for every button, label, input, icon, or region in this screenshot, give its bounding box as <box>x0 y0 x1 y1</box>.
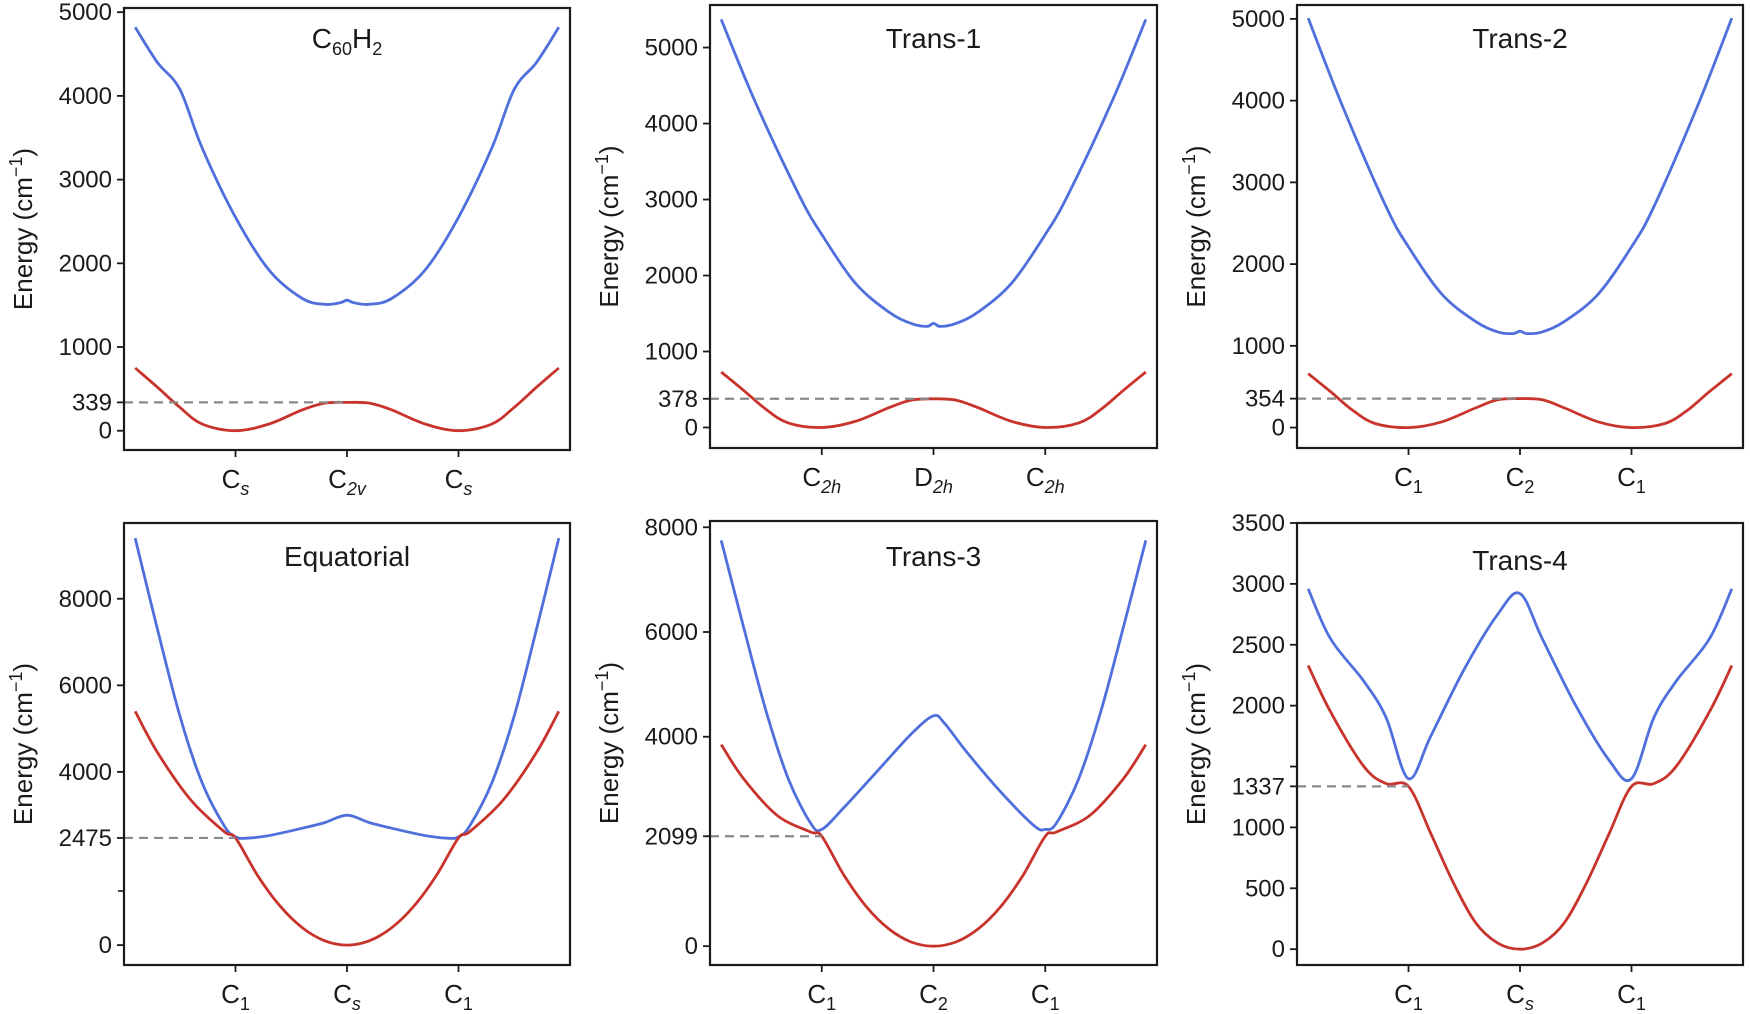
y-axis-label-2: Energy (cm−1) <box>592 145 624 307</box>
ytick-label-1: 4000 <box>59 83 112 110</box>
panel-4: 0 2475 4000 6000 8000 C1 Cs C1 Energy (cm−1) Equa… <box>6 521 572 1014</box>
plot-frame-3 <box>1295 3 1745 450</box>
ytick-label-2: 1000 <box>645 338 698 365</box>
ytick-label-2: 5000 <box>645 35 698 62</box>
ytick-label-2: 0 <box>685 414 698 441</box>
upper-curve-3 <box>1306 17 1734 336</box>
ytick-label-1: 1000 <box>59 334 112 361</box>
plot-frame-6 <box>1295 521 1745 967</box>
upper-curve-6 <box>1306 588 1734 782</box>
ytick-label-2: 3000 <box>645 187 698 214</box>
xtick-label-4: C1 <box>444 979 473 1014</box>
ytick-label-6: 500 <box>1245 875 1285 902</box>
panel-title-6: Trans-4 <box>1472 545 1567 576</box>
ytick-label-4: 6000 <box>59 672 112 699</box>
panel-title-1: C60H2 <box>312 23 383 59</box>
ytick-label-4: 2475 <box>59 825 112 852</box>
ytick-label-1: 3000 <box>59 167 112 194</box>
xtick-label-6: Cs <box>1506 979 1534 1014</box>
ytick-label-3: 5000 <box>1232 6 1285 33</box>
ytick-label-3: 4000 <box>1232 88 1285 115</box>
panel-title-5: Trans-3 <box>886 541 981 572</box>
xtick-label-2: D2h <box>914 462 953 497</box>
ytick-label-6: 0 <box>1272 936 1285 963</box>
y-axis-label-1: Energy (cm−1) <box>6 148 38 310</box>
ytick-label-2: 4000 <box>645 111 698 138</box>
ytick-label-5: 6000 <box>645 619 698 646</box>
ytick-label-3: 354 <box>1245 386 1285 413</box>
xtick-label-1: Cs <box>445 464 473 499</box>
ytick-label-1: 339 <box>72 389 112 416</box>
panel-title-2: Trans-1 <box>886 23 981 54</box>
lower-curve-3 <box>1307 372 1733 430</box>
upper-curve-2 <box>719 18 1148 328</box>
xtick-label-1: Cs <box>222 464 250 499</box>
xtick-label-2: C2h <box>1026 462 1065 497</box>
ytick-label-1: 2000 <box>59 250 112 277</box>
lower-curve-2 <box>720 370 1147 429</box>
ytick-label-6: 3000 <box>1232 571 1285 598</box>
panel-title-4: Equatorial <box>284 541 410 572</box>
xtick-label-6: C1 <box>1617 979 1646 1014</box>
xtick-label-5: C1 <box>1031 979 1060 1014</box>
ytick-label-2: 2000 <box>645 263 698 290</box>
xtick-label-3: C2 <box>1506 462 1535 497</box>
xtick-label-5: C1 <box>807 979 836 1014</box>
ytick-label-4: 0 <box>99 932 112 959</box>
lower-curve-4 <box>133 710 561 947</box>
ytick-label-3: 0 <box>1272 415 1285 442</box>
xtick-label-1: C2v <box>328 464 367 499</box>
xtick-label-2: C2h <box>802 462 841 497</box>
xtick-label-4: C1 <box>221 979 250 1014</box>
xtick-label-6: C1 <box>1394 979 1423 1014</box>
y-axis-label-5: Energy (cm−1) <box>592 662 624 824</box>
ytick-label-5: 0 <box>685 933 698 960</box>
upper-curve-1 <box>134 26 560 306</box>
panel-5: 0 2099 4000 6000 8000 C1 C2 C1 Energy (cm−1) Tran… <box>592 514 1159 1014</box>
xtick-label-3: C1 <box>1394 462 1423 497</box>
ytick-label-6: 1000 <box>1232 814 1285 841</box>
ytick-label-6: 2000 <box>1232 693 1285 720</box>
plot-frame-4 <box>122 521 572 967</box>
ytick-label-5: 2099 <box>645 823 698 850</box>
ytick-label-4: 8000 <box>59 586 112 613</box>
xtick-label-5: C2 <box>919 979 948 1014</box>
lower-curve-6 <box>1306 664 1734 951</box>
ytick-label-5: 8000 <box>645 514 698 541</box>
lower-curve-1 <box>134 366 560 433</box>
ytick-label-4: 4000 <box>59 759 112 786</box>
ytick-label-5: 4000 <box>645 724 698 751</box>
panel-6: 0 500 1000 1337 2000 2500 3000 3500 C1 Cs C1 Energy… <box>1179 510 1745 1014</box>
lower-curve-5 <box>720 743 1147 948</box>
plot-frame-1 <box>122 6 572 452</box>
ytick-label-6: 1337 <box>1232 773 1285 800</box>
ytick-label-6: 3500 <box>1232 510 1285 537</box>
ytick-label-1: 5000 <box>59 0 112 26</box>
ytick-label-3: 3000 <box>1232 169 1285 196</box>
ytick-label-6: 2500 <box>1232 632 1285 659</box>
y-axis-label-3: Energy (cm−1) <box>1179 145 1211 307</box>
upper-curve-4 <box>133 537 561 840</box>
ytick-label-3: 1000 <box>1232 333 1285 360</box>
y-axis-label-6: Energy (cm−1) <box>1179 663 1211 825</box>
upper-curve-5 <box>719 540 1148 833</box>
xtick-label-3: C1 <box>1617 462 1646 497</box>
ytick-label-3: 2000 <box>1232 251 1285 278</box>
ytick-label-2: 378 <box>658 386 698 413</box>
plot-frame-2 <box>708 3 1159 450</box>
ytick-label-1: 0 <box>99 418 112 445</box>
y-axis-label-4: Energy (cm−1) <box>6 663 38 825</box>
xtick-label-4: Cs <box>333 979 361 1014</box>
panel-title-3: Trans-2 <box>1472 23 1567 54</box>
